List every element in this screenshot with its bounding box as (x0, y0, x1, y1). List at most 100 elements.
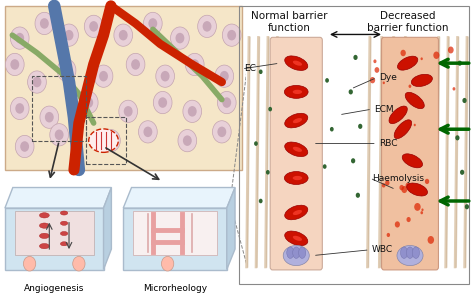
Polygon shape (227, 188, 235, 270)
Circle shape (15, 33, 24, 43)
Circle shape (353, 55, 357, 60)
Circle shape (400, 185, 404, 190)
Circle shape (387, 233, 390, 237)
Text: Angiogenesis
models: Angiogenesis models (24, 284, 84, 293)
Circle shape (158, 97, 167, 108)
Circle shape (259, 69, 263, 74)
Circle shape (107, 135, 115, 146)
Ellipse shape (293, 236, 302, 241)
Ellipse shape (293, 210, 302, 215)
FancyBboxPatch shape (382, 37, 438, 270)
Circle shape (323, 164, 327, 169)
Circle shape (50, 124, 69, 146)
Ellipse shape (39, 233, 49, 239)
Circle shape (20, 141, 29, 152)
Ellipse shape (406, 247, 413, 258)
Circle shape (455, 135, 460, 140)
FancyBboxPatch shape (270, 37, 322, 270)
Text: Decreased
barrier function: Decreased barrier function (367, 11, 448, 33)
Circle shape (101, 130, 120, 152)
Ellipse shape (60, 221, 68, 225)
Ellipse shape (89, 129, 118, 152)
Ellipse shape (293, 118, 302, 123)
Circle shape (10, 59, 19, 70)
Circle shape (33, 77, 41, 87)
Circle shape (374, 67, 379, 73)
Circle shape (15, 103, 24, 114)
Ellipse shape (60, 231, 68, 236)
Circle shape (453, 87, 456, 91)
Polygon shape (123, 188, 235, 208)
Ellipse shape (402, 154, 422, 168)
Circle shape (62, 65, 71, 76)
Ellipse shape (397, 246, 423, 265)
Circle shape (401, 50, 406, 56)
Circle shape (55, 130, 64, 140)
Ellipse shape (407, 183, 428, 196)
Ellipse shape (283, 246, 310, 265)
Ellipse shape (285, 205, 308, 220)
Circle shape (212, 121, 231, 143)
Circle shape (420, 57, 423, 60)
Circle shape (10, 97, 29, 120)
Circle shape (190, 59, 199, 70)
Ellipse shape (299, 247, 306, 258)
Ellipse shape (284, 86, 308, 98)
Circle shape (183, 135, 192, 146)
Circle shape (10, 27, 29, 49)
FancyBboxPatch shape (5, 6, 242, 170)
Bar (15, 211, 94, 255)
Circle shape (356, 193, 360, 198)
Bar (32, 76, 86, 141)
Circle shape (222, 24, 241, 46)
Ellipse shape (39, 223, 49, 228)
Ellipse shape (411, 74, 432, 86)
Ellipse shape (285, 231, 308, 246)
Circle shape (465, 204, 469, 209)
Text: RBC: RBC (379, 139, 398, 148)
Text: ECM: ECM (374, 105, 394, 114)
Circle shape (119, 100, 137, 122)
Ellipse shape (292, 247, 300, 258)
Text: Normal barrier
function: Normal barrier function (251, 11, 328, 33)
Circle shape (144, 127, 152, 137)
Circle shape (188, 106, 197, 117)
Text: Dye: Dye (379, 73, 397, 82)
Ellipse shape (292, 90, 302, 94)
Circle shape (266, 170, 270, 175)
Circle shape (156, 65, 174, 87)
Circle shape (84, 97, 93, 108)
Circle shape (462, 98, 466, 103)
Circle shape (124, 106, 133, 117)
Circle shape (348, 89, 353, 94)
Circle shape (414, 203, 421, 211)
Circle shape (183, 100, 201, 122)
Ellipse shape (398, 56, 418, 70)
Circle shape (99, 71, 108, 81)
Circle shape (330, 127, 334, 132)
Circle shape (395, 221, 400, 228)
Circle shape (385, 180, 390, 185)
Circle shape (220, 71, 229, 81)
Circle shape (351, 158, 355, 163)
Polygon shape (103, 188, 111, 270)
Circle shape (428, 236, 434, 244)
Circle shape (433, 52, 439, 59)
Circle shape (457, 61, 462, 66)
Circle shape (119, 30, 128, 40)
Circle shape (425, 179, 429, 184)
Polygon shape (5, 188, 111, 208)
Circle shape (45, 112, 54, 122)
Circle shape (448, 47, 454, 53)
Circle shape (222, 97, 231, 108)
Ellipse shape (389, 106, 407, 124)
Text: Microrheology
models: Microrheology models (143, 284, 207, 293)
Circle shape (126, 53, 145, 76)
Circle shape (57, 59, 76, 81)
Ellipse shape (39, 213, 49, 218)
Circle shape (35, 12, 54, 35)
Circle shape (370, 77, 375, 83)
Circle shape (23, 256, 36, 271)
Circle shape (131, 59, 140, 70)
Circle shape (15, 135, 34, 158)
